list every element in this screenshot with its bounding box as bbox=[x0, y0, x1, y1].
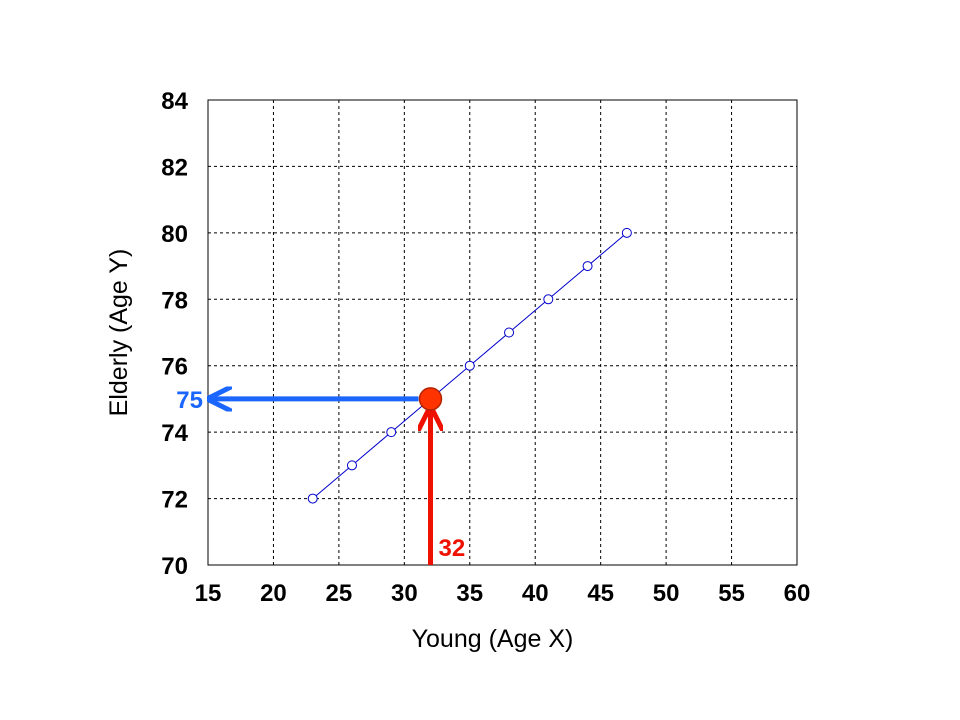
x-tick-label: 15 bbox=[195, 580, 222, 607]
y-axis-title: Elderly (Age Y) bbox=[105, 249, 133, 417]
y-tick-label: 82 bbox=[161, 154, 188, 181]
data-point bbox=[386, 427, 397, 438]
x-tick-label: 25 bbox=[326, 580, 353, 607]
data-point bbox=[307, 493, 318, 504]
highlight-point bbox=[418, 387, 443, 411]
data-point bbox=[464, 360, 475, 371]
data-point bbox=[582, 261, 593, 272]
y-axis-tick-labels: 70 72 74 76 78 80 82 84 bbox=[161, 88, 188, 580]
series-line bbox=[312, 232, 628, 499]
data-point bbox=[621, 227, 632, 238]
x-tick-label: 30 bbox=[391, 580, 418, 607]
y-tick-label: 74 bbox=[161, 420, 188, 447]
data-point bbox=[543, 294, 554, 305]
x-tick-label: 45 bbox=[587, 580, 614, 607]
x-tick-label: 55 bbox=[718, 580, 745, 607]
x-axis-tick-labels: 15 20 25 30 35 40 45 50 55 60 bbox=[195, 580, 811, 607]
x-tick-label: 50 bbox=[653, 580, 680, 607]
y-tick-label: 70 bbox=[161, 553, 188, 580]
y-tick-label: 72 bbox=[161, 487, 188, 514]
gridlines bbox=[208, 100, 797, 565]
plot-area bbox=[207, 99, 798, 566]
y-tick-label: 80 bbox=[161, 221, 188, 248]
y-tick-label: 84 bbox=[161, 88, 188, 115]
x-axis-title: Young (Age X) bbox=[412, 625, 574, 653]
x-tick-label: 40 bbox=[522, 580, 549, 607]
data-series bbox=[307, 227, 632, 504]
y-tick-label: 76 bbox=[161, 354, 188, 381]
data-point bbox=[504, 327, 515, 338]
y-annotation-label: 75 bbox=[176, 387, 203, 414]
y-tick-label: 78 bbox=[161, 287, 188, 314]
x-tick-label: 35 bbox=[456, 580, 483, 607]
x-tick-label: 60 bbox=[784, 580, 811, 607]
data-point bbox=[346, 460, 357, 471]
x-tick-label: 20 bbox=[260, 580, 287, 607]
x-annotation-label: 32 bbox=[439, 535, 466, 562]
